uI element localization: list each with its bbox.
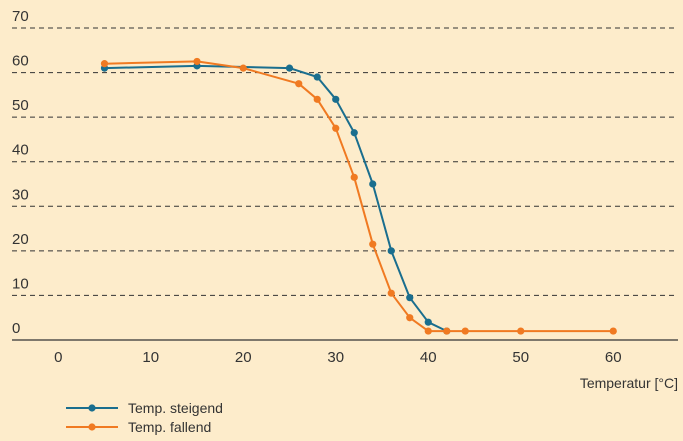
data-point xyxy=(461,327,469,335)
data-point xyxy=(239,64,247,72)
data-point xyxy=(332,124,340,132)
legend-marker xyxy=(88,404,96,412)
legend-label: Temp. steigend xyxy=(128,400,223,416)
y-tick-label: 40 xyxy=(12,142,29,159)
legend-marker xyxy=(88,423,96,431)
y-tick-label: 20 xyxy=(12,231,29,248)
data-point xyxy=(332,95,340,103)
y-tick-label: 0 xyxy=(12,320,20,337)
series-line xyxy=(104,64,448,333)
x-tick-label: 10 xyxy=(142,349,159,366)
y-tick-labels: 0 10 20 30 40 50 60 70 xyxy=(12,8,29,337)
data-point xyxy=(285,64,294,72)
data-point xyxy=(100,60,109,68)
series-2 xyxy=(100,57,617,335)
data-point xyxy=(350,173,358,181)
x-tick-label: 0 xyxy=(54,349,62,366)
data-point xyxy=(387,247,395,255)
legend-item: Temp. fallend xyxy=(66,419,211,435)
x-tick-label: 50 xyxy=(512,349,529,366)
data-point xyxy=(609,327,617,335)
data-point xyxy=(517,327,525,335)
legend-label: Temp. fallend xyxy=(128,419,211,435)
data-point xyxy=(369,240,377,248)
legend: Temp. steigend Temp. fallend xyxy=(66,400,223,435)
data-point xyxy=(406,314,414,322)
data-point xyxy=(424,318,432,326)
series-layer xyxy=(100,57,617,335)
data-point xyxy=(295,80,303,88)
y-tick-label: 10 xyxy=(12,275,29,292)
y-tick-label: 60 xyxy=(12,53,29,70)
x-axis-title: Temperatur [°C] xyxy=(580,375,678,391)
data-point xyxy=(313,95,321,103)
y-tick-label: 70 xyxy=(12,8,29,25)
x-tick-labels: 0 10 20 30 40 50 60 xyxy=(54,349,622,366)
series-1 xyxy=(100,62,451,335)
data-point xyxy=(193,57,201,66)
x-tick-label: 60 xyxy=(605,349,622,366)
x-tick-label: 40 xyxy=(420,349,437,366)
x-tick-label: 30 xyxy=(327,349,344,366)
legend-item: Temp. steigend xyxy=(66,400,223,416)
data-point xyxy=(443,327,451,335)
series-line xyxy=(104,60,614,333)
data-point xyxy=(350,129,358,137)
data-point xyxy=(387,289,395,297)
data-point xyxy=(313,73,321,81)
y-tick-label: 30 xyxy=(12,186,29,203)
x-tick-label: 20 xyxy=(235,349,252,366)
y-tick-label: 50 xyxy=(12,97,29,114)
data-point xyxy=(369,180,377,188)
data-point xyxy=(424,327,432,335)
data-point xyxy=(406,294,414,302)
